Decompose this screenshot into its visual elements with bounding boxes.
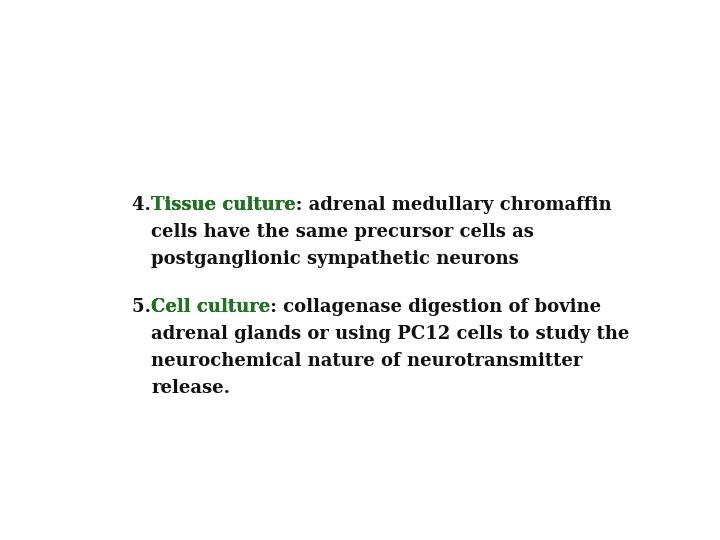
Text: neurochemical nature of neurotransmitter: neurochemical nature of neurotransmitter — [151, 352, 582, 370]
Text: adrenal glands or using PC12 cells to study the: adrenal glands or using PC12 cells to st… — [151, 325, 630, 343]
Text: postganglionic sympathetic neurons: postganglionic sympathetic neurons — [151, 250, 519, 268]
Text: Tissue culture: adrenal medullary chromaffin: Tissue culture: adrenal medullary chroma… — [151, 196, 612, 214]
Text: Tissue culture: Tissue culture — [151, 196, 296, 214]
Text: 5.: 5. — [132, 298, 157, 316]
Text: cells have the same precursor cells as: cells have the same precursor cells as — [151, 223, 534, 241]
Text: Cell culture: collagenase digestion of bovine: Cell culture: collagenase digestion of b… — [151, 298, 601, 316]
Text: 4.: 4. — [132, 196, 157, 214]
Text: release.: release. — [151, 379, 230, 397]
Text: Cell culture: Cell culture — [151, 298, 271, 316]
